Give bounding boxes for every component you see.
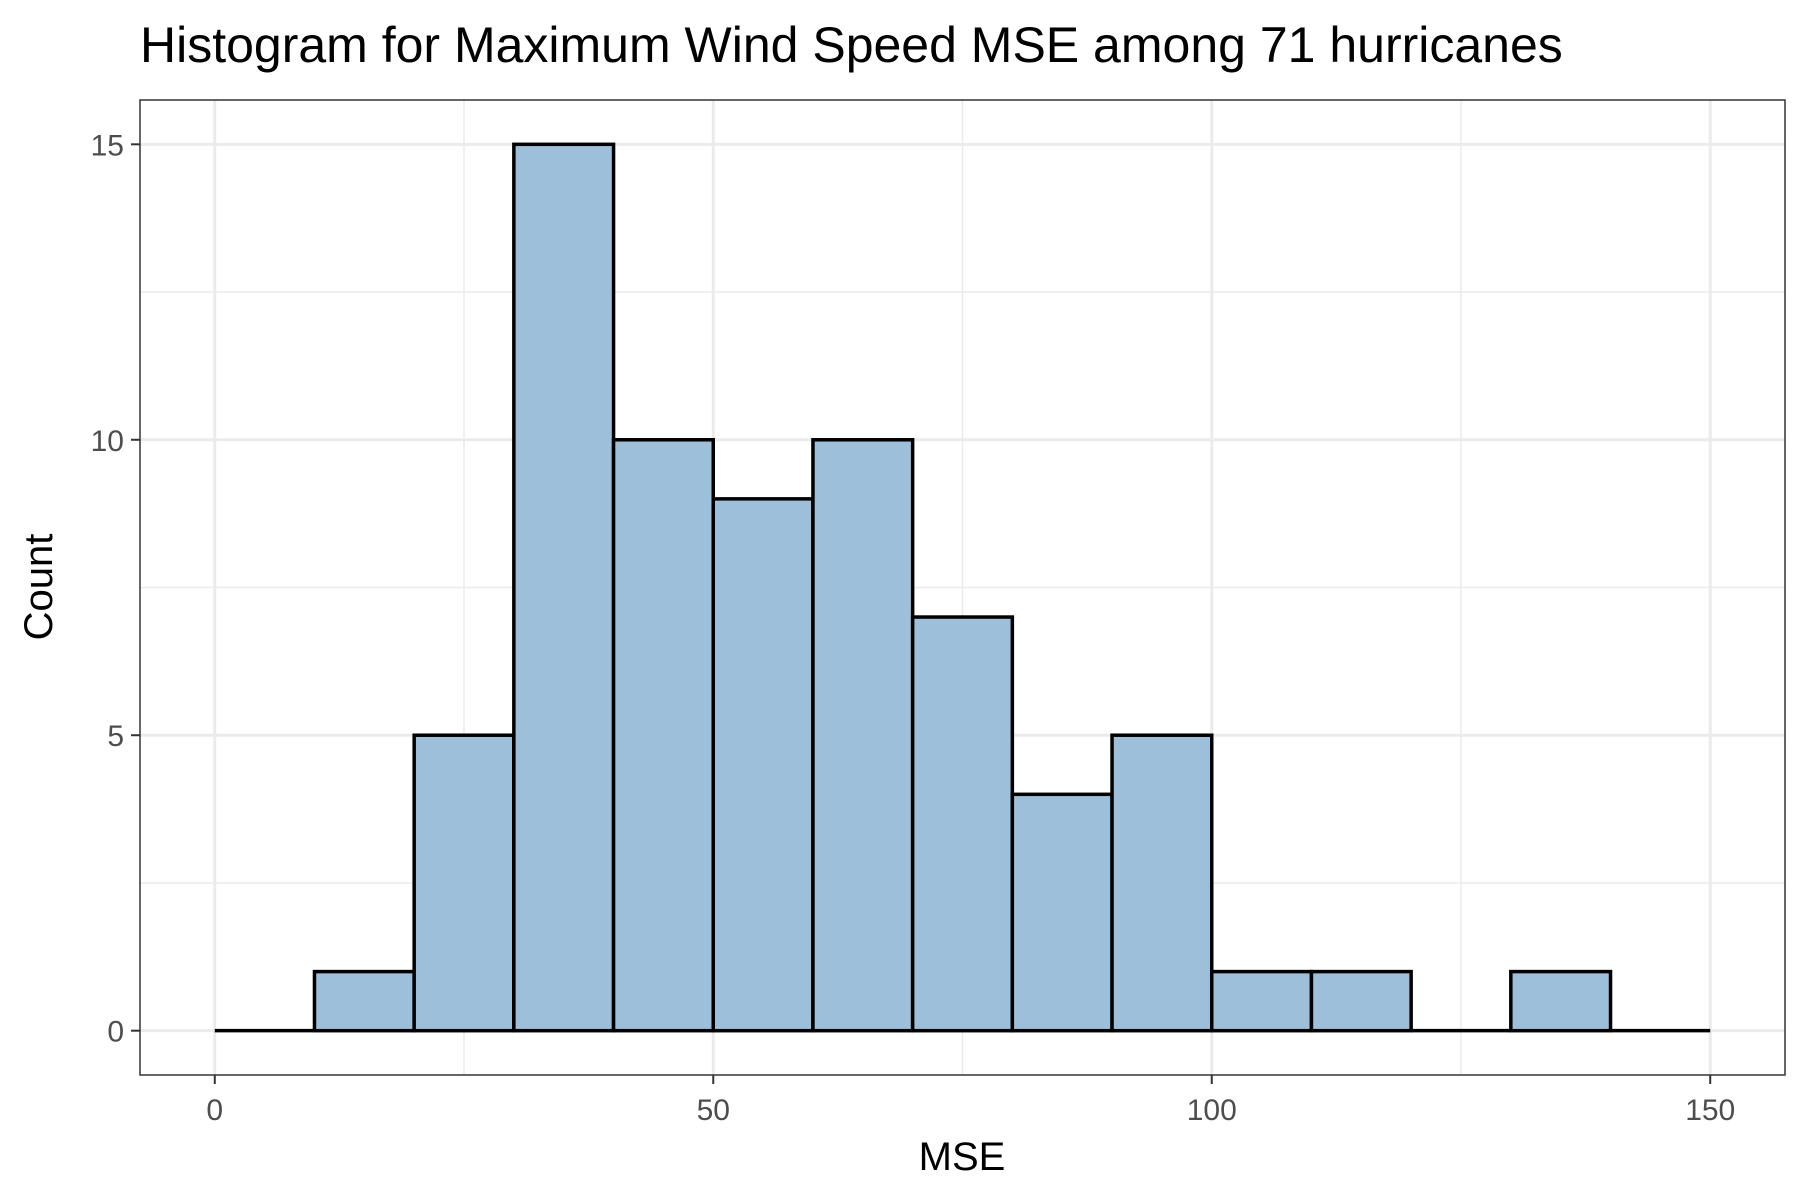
histogram-bar: [910, 615, 1015, 1033]
histogram-bar: [1010, 792, 1114, 1033]
x-tick-label: 150: [1685, 1094, 1735, 1127]
x-tick-label: 0: [206, 1094, 223, 1127]
y-axis-ticks: 0 5 10 15: [91, 129, 140, 1049]
x-axis-ticks: 0 50 100 150: [206, 1075, 1735, 1127]
histogram-bar: [611, 438, 716, 1033]
y-axis-title: Count: [17, 534, 61, 641]
histogram-bar: [811, 438, 915, 1033]
y-tick-label: 10: [91, 425, 124, 458]
histogram-bar: [1309, 969, 1413, 1033]
histogram-bar: [1509, 969, 1613, 1033]
x-tick-label: 100: [1187, 1094, 1237, 1127]
histogram-bar: [1209, 969, 1314, 1033]
y-tick-label: 0: [107, 1016, 124, 1049]
plot-panel-border: [139, 99, 1786, 1076]
x-axis-title: MSE: [919, 1135, 1006, 1179]
histogram-bar: [711, 497, 815, 1033]
chart-title: Histogram for Maximum Wind Speed MSE amo…: [140, 17, 1563, 73]
x-tick-label: 50: [697, 1094, 730, 1127]
histogram-bars: [214, 142, 1711, 1033]
histogram-bar: [1110, 733, 1214, 1033]
histogram-bar: [512, 142, 616, 1033]
histogram-bar: [412, 733, 516, 1033]
y-tick-label: 15: [91, 129, 124, 162]
y-tick-label: 5: [107, 720, 124, 753]
histogram-bar: [312, 969, 416, 1033]
